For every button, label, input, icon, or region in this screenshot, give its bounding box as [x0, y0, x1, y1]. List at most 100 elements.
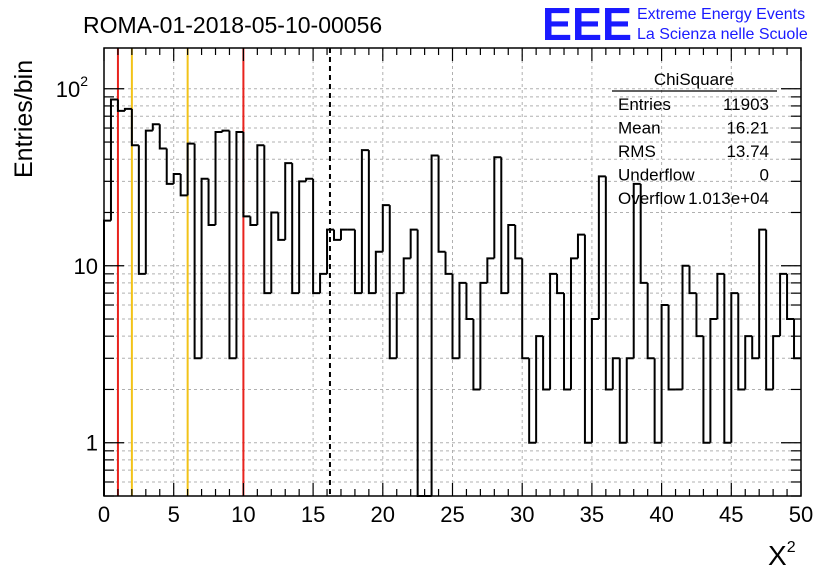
x-axis-label-main: X	[768, 540, 787, 571]
histogram-bin	[186, 142, 195, 196]
histogram-bin	[507, 223, 516, 294]
y-tick-label: 10	[74, 254, 98, 279]
histogram-bin	[500, 157, 509, 295]
histogram-bin	[723, 273, 732, 444]
histogram-bin	[312, 178, 321, 295]
y-tick-label: 102	[56, 73, 88, 102]
histogram-bin	[542, 336, 551, 391]
histogram-bin	[381, 204, 390, 252]
histogram-bin	[235, 130, 244, 359]
histogram-bin	[193, 143, 202, 360]
stats-rows: Entries 11903 Mean 16.21 RMS 13.74 Underflow 0 O…	[618, 95, 769, 208]
histogram-bin	[709, 318, 718, 443]
histogram-bin	[109, 98, 118, 221]
histogram-bin	[458, 281, 467, 359]
histogram-bin	[353, 229, 362, 295]
histogram-bin	[569, 257, 578, 390]
histogram-bin	[339, 228, 348, 240]
histogram-bin	[172, 172, 181, 184]
histogram-bin	[576, 233, 585, 259]
histogram-bin	[667, 305, 676, 391]
histogram-bin	[242, 131, 251, 218]
x-tick-label: 30	[510, 502, 534, 527]
histogram-bin	[360, 149, 369, 294]
x-tick-label: 10	[231, 502, 255, 527]
histogram-bin	[451, 273, 460, 360]
histogram-bin	[214, 130, 223, 225]
x-tick-label: 50	[789, 502, 813, 527]
stats-row-value: 11903	[723, 95, 769, 114]
histogram-bin	[528, 358, 537, 444]
histogram-bin	[388, 205, 397, 360]
x-tick-label: 5	[168, 502, 180, 527]
x-tick-label: 35	[580, 502, 604, 527]
x-tick-label: 25	[440, 502, 464, 527]
histogram-bin	[277, 212, 286, 241]
histogram-bin	[256, 144, 265, 225]
histogram-bin	[688, 265, 697, 295]
histogram-bin	[305, 177, 314, 182]
logo-line-1: Extreme Energy Events	[637, 6, 805, 23]
histogram-bin	[263, 145, 272, 295]
histogram-bin	[521, 258, 530, 360]
histogram-bin	[646, 282, 655, 360]
histogram-bin	[779, 272, 788, 337]
histogram-bin	[465, 282, 474, 321]
histogram-bin	[514, 224, 523, 260]
logo-line-2: La Scienza nelle Scuole	[637, 26, 808, 43]
histogram-bin	[618, 358, 627, 444]
histogram-bin	[291, 163, 300, 295]
x-axis-label: X2	[768, 539, 796, 571]
histogram-bin	[270, 211, 279, 294]
histogram-bin	[326, 228, 335, 274]
stats-row-label: Overflow	[618, 189, 686, 208]
histogram-bin	[374, 250, 383, 294]
histogram-bin	[430, 154, 439, 496]
histogram-bin	[535, 335, 544, 443]
x-axis-label-sup: 2	[787, 539, 796, 556]
histogram-bin	[493, 156, 502, 259]
histogram-bin	[472, 319, 481, 391]
stats-box: ChiSquare Entries 11903 Mean 16.21 RMS 13.74 U…	[612, 70, 777, 208]
histogram-bin	[563, 293, 571, 391]
histogram-bin	[367, 150, 376, 295]
stats-row-value: 13.74	[726, 142, 769, 161]
histogram-bin	[639, 183, 648, 284]
histogram-bin	[444, 251, 453, 275]
histogram-bin	[660, 304, 669, 443]
eee-logo: EEE	[542, 0, 632, 50]
histogram-bin	[228, 130, 237, 360]
histogram-bin	[437, 155, 446, 253]
histogram-bin	[144, 129, 153, 274]
y-tick-label: 1	[86, 431, 98, 456]
x-tick-label: 20	[371, 502, 395, 527]
histogram-bin	[695, 293, 704, 338]
stats-row-value: 16.21	[726, 119, 769, 138]
x-tick-label: 15	[301, 502, 325, 527]
stats-row-value: 1.013e+04	[688, 189, 769, 208]
histogram-bin	[765, 229, 774, 391]
histogram-bin	[625, 357, 634, 443]
x-tick-label: 0	[98, 502, 110, 527]
histogram-layer	[103, 98, 801, 497]
histogram-bin	[716, 272, 725, 320]
histogram-bin	[653, 358, 662, 444]
histogram-bin	[333, 229, 341, 241]
histogram-bin	[556, 273, 565, 295]
y-tick-label-exp: 2	[80, 73, 88, 89]
histogram-bin	[597, 175, 606, 320]
stats-title: ChiSquare	[654, 70, 734, 89]
stats-row-label: Mean	[618, 119, 661, 138]
y-tick-label-base: 10	[56, 77, 80, 102]
histogram-bin	[130, 108, 139, 147]
histogram-bin	[165, 148, 174, 185]
histogram-bin	[737, 293, 746, 391]
histogram-bin	[137, 145, 146, 275]
histogram-bin	[486, 257, 495, 283]
histogram-bin	[744, 335, 753, 390]
histogram-bin	[730, 292, 739, 443]
run-title: ROMA-01-2018-05-10-00056	[83, 12, 382, 38]
histogram-bin	[151, 123, 160, 131]
histogram-bin	[395, 292, 404, 359]
